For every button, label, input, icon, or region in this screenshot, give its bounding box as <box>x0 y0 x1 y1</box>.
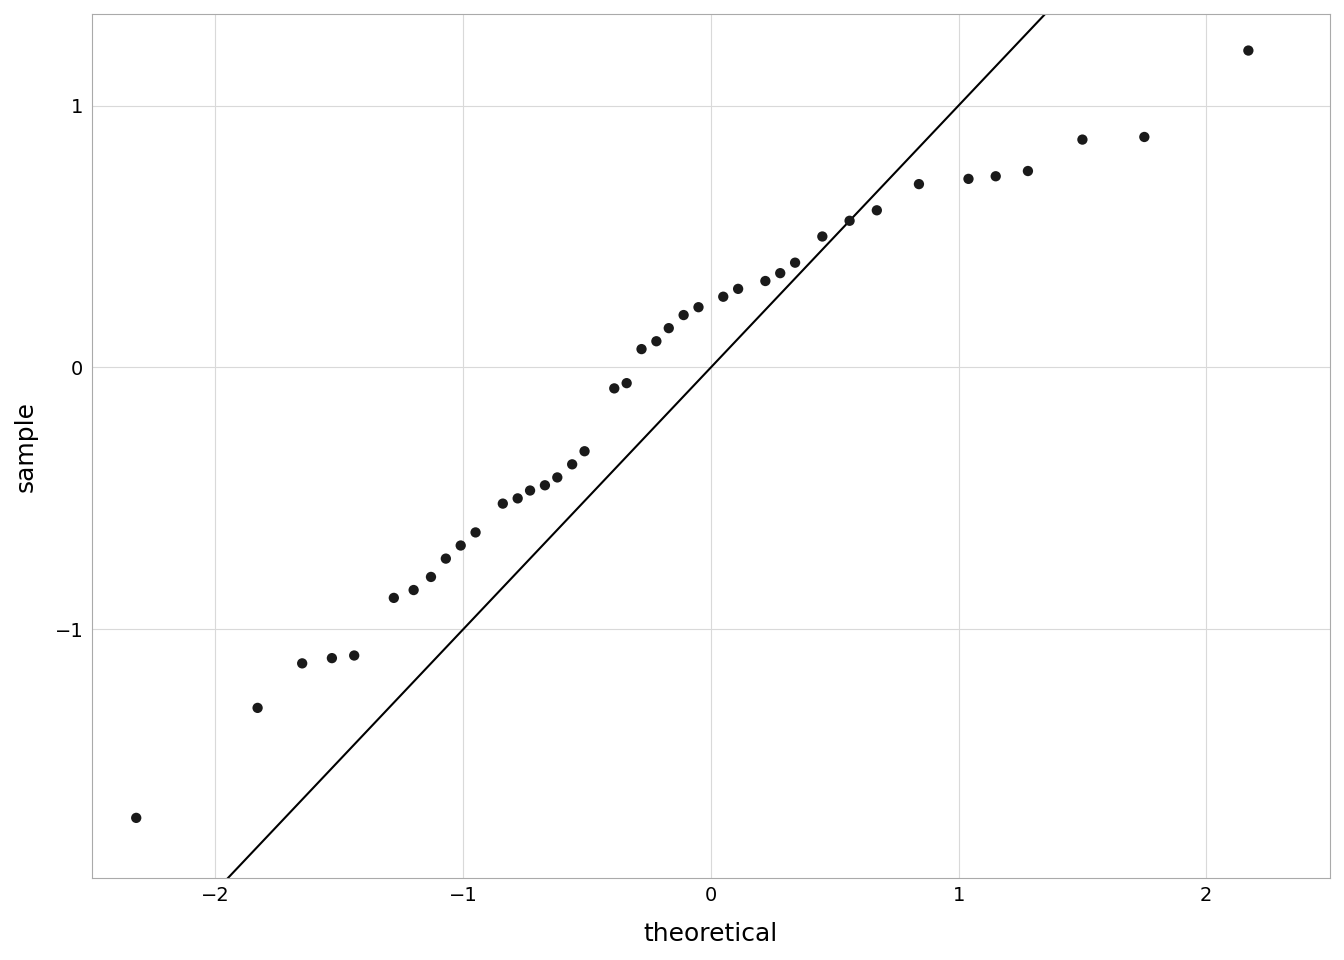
Point <box>785 255 806 271</box>
Point <box>450 538 472 553</box>
Point <box>770 266 792 281</box>
X-axis label: theoretical: theoretical <box>644 923 778 947</box>
Point <box>125 810 146 826</box>
Point <box>659 321 680 336</box>
Point <box>645 333 667 348</box>
Point <box>909 177 930 192</box>
Point <box>839 213 860 228</box>
Point <box>1071 132 1093 147</box>
Y-axis label: sample: sample <box>13 400 38 492</box>
Point <box>292 656 313 671</box>
Point <box>712 289 734 304</box>
Point <box>616 375 637 391</box>
Point <box>603 381 625 396</box>
Point <box>574 444 595 459</box>
Point <box>321 651 343 666</box>
Point <box>534 478 555 493</box>
Point <box>465 525 487 540</box>
Point <box>403 583 425 598</box>
Point <box>673 307 695 323</box>
Point <box>247 700 269 715</box>
Point <box>519 483 540 498</box>
Point <box>383 590 405 606</box>
Point <box>435 551 457 566</box>
Point <box>754 274 775 289</box>
Point <box>547 469 569 485</box>
Point <box>958 171 980 186</box>
Point <box>727 281 749 297</box>
Point <box>688 300 710 315</box>
Point <box>421 569 442 585</box>
Point <box>866 203 887 218</box>
Point <box>562 457 583 472</box>
Point <box>1017 163 1039 179</box>
Point <box>344 648 366 663</box>
Point <box>812 228 833 244</box>
Point <box>985 169 1007 184</box>
Point <box>1133 130 1154 145</box>
Point <box>492 496 513 512</box>
Point <box>630 342 652 357</box>
Point <box>1238 43 1259 59</box>
Point <box>507 491 528 506</box>
